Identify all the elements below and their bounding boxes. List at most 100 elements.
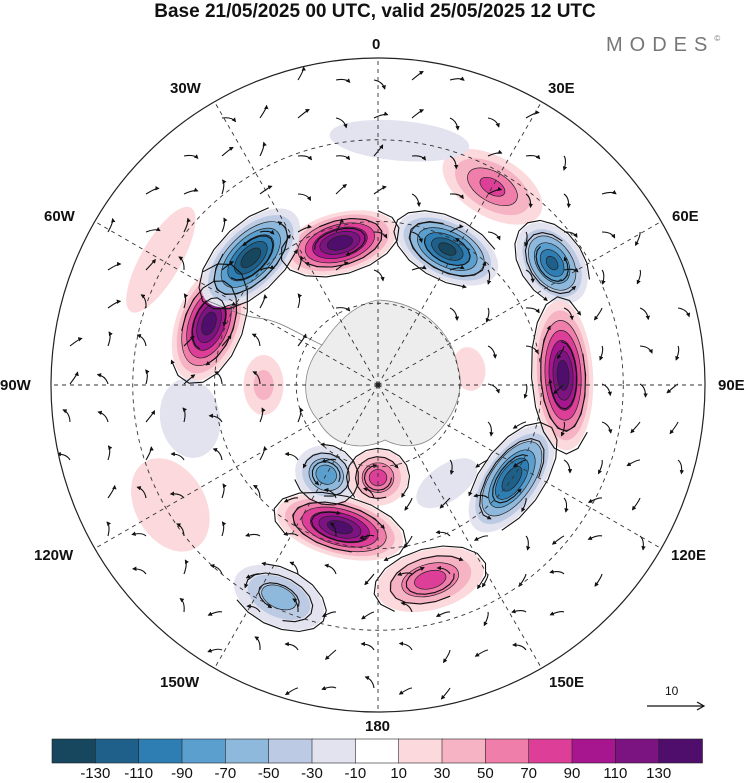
wind-arrow	[259, 185, 273, 195]
wind-arrow	[639, 535, 646, 551]
streamline-loop	[345, 447, 411, 498]
wind-arrow	[398, 641, 413, 651]
wind-arrow	[107, 217, 116, 233]
wind-arrow	[145, 369, 150, 385]
colorbar-tick-label: -50	[257, 765, 280, 782]
wind-arrow	[297, 224, 312, 233]
wind-arrow	[598, 459, 603, 475]
negative-anomaly-cell	[233, 564, 325, 630]
map-border	[50, 57, 706, 713]
map-title: Base 21/05/2025 00 UTC, valid 25/05/2025…	[154, 1, 596, 22]
contour-level	[453, 347, 486, 391]
wind-arrow	[245, 573, 261, 579]
wind-arrow	[474, 649, 489, 657]
meridian-line	[377, 101, 542, 386]
wind-arrow	[69, 337, 83, 347]
wind-arrow	[183, 217, 191, 233]
wind-arrow	[221, 217, 228, 233]
wind-arrow	[221, 179, 227, 195]
wind-arrow	[335, 78, 351, 84]
lon-label-30e: 30E	[548, 80, 575, 97]
wind-arrow	[107, 299, 122, 309]
wind-arrow	[487, 345, 498, 359]
wind-arrow	[359, 534, 375, 540]
streamline-loop	[294, 442, 359, 506]
wind-arrow	[449, 193, 464, 200]
meridian-line	[377, 221, 662, 386]
streamline-loop	[273, 491, 407, 562]
streamline-loop	[389, 555, 464, 605]
colorbar-tick-label: 50	[476, 765, 494, 782]
wind-arrow	[183, 559, 189, 575]
wind-arrow	[259, 104, 269, 119]
wind-arrow	[512, 421, 527, 429]
wind-arrow	[563, 193, 572, 209]
colorbar-tick-label: -10	[344, 765, 367, 782]
wind-arrow	[297, 333, 307, 347]
contour-level	[545, 255, 559, 271]
negative-anomaly-cell	[416, 458, 478, 509]
wind-arrow	[677, 307, 691, 318]
streamline-loop	[393, 210, 496, 289]
contour-level	[240, 247, 262, 269]
wind-arrow	[373, 111, 389, 119]
wind-arrow	[439, 497, 451, 509]
wind-arrow	[297, 109, 310, 119]
streamline-loop	[535, 246, 569, 282]
wind-arrow	[549, 569, 565, 575]
modes-logo: MODES©	[606, 34, 720, 57]
wind-arrow	[563, 459, 573, 474]
wind-arrow	[403, 535, 413, 549]
wind-arrow	[373, 79, 386, 90]
wind-arrow	[587, 535, 603, 540]
lon-label-60w: 60W	[44, 208, 75, 225]
wind-arrow	[525, 154, 541, 160]
lon-label-90e: 90E	[718, 377, 745, 394]
wind-arrow	[183, 335, 195, 347]
streamline-loop	[540, 325, 587, 433]
wind-arrow	[483, 611, 489, 627]
streamline-loop	[524, 232, 577, 295]
wind-arrow	[511, 609, 527, 614]
wind-arrow	[221, 521, 227, 537]
wind-arrow	[321, 611, 337, 617]
wind-arrow	[145, 226, 161, 233]
wind-arrow	[449, 76, 465, 81]
contour-level	[159, 378, 221, 458]
wind-arrow	[361, 611, 375, 620]
wind-arrow	[512, 642, 527, 651]
colorbar-tick-label: -30	[301, 765, 323, 782]
positive-anomaly-cell	[131, 458, 210, 552]
wind-arrow	[560, 421, 566, 437]
streamline-loop	[314, 227, 366, 256]
streamline-loop	[363, 464, 393, 491]
colorbar-tick-label: 10	[390, 765, 407, 782]
wind-arrow	[145, 258, 156, 271]
lon-label-0: 0	[372, 36, 381, 53]
negative-anomaly-cell	[516, 222, 588, 304]
wind-arrow	[335, 218, 345, 233]
streamline-loop	[302, 452, 350, 497]
wind-arrow	[626, 459, 641, 467]
wind-arrow	[259, 230, 275, 235]
wind-arrow	[556, 345, 565, 360]
wind-arrow	[251, 333, 261, 347]
lon-label-60e: 60E	[672, 208, 699, 225]
wind-arrow	[324, 563, 337, 575]
wind-arrow	[487, 186, 503, 195]
colorbar-tick-label: -70	[214, 765, 237, 782]
wind-arrow	[449, 117, 460, 131]
streamline-loop	[198, 207, 298, 310]
wind-arrow	[487, 117, 500, 128]
wind-arrow	[525, 269, 535, 284]
wind-arrow	[297, 293, 303, 309]
wind-arrow	[246, 603, 261, 613]
streamline-loop	[373, 545, 487, 612]
wind-arrow	[252, 371, 261, 385]
streamline-loop	[354, 456, 399, 500]
wind-arrow	[601, 189, 617, 195]
wind-arrow	[179, 597, 185, 613]
wind-arrow	[373, 231, 388, 239]
wind-arrow	[182, 407, 187, 423]
colorbar-tick-label: 110	[603, 765, 628, 782]
